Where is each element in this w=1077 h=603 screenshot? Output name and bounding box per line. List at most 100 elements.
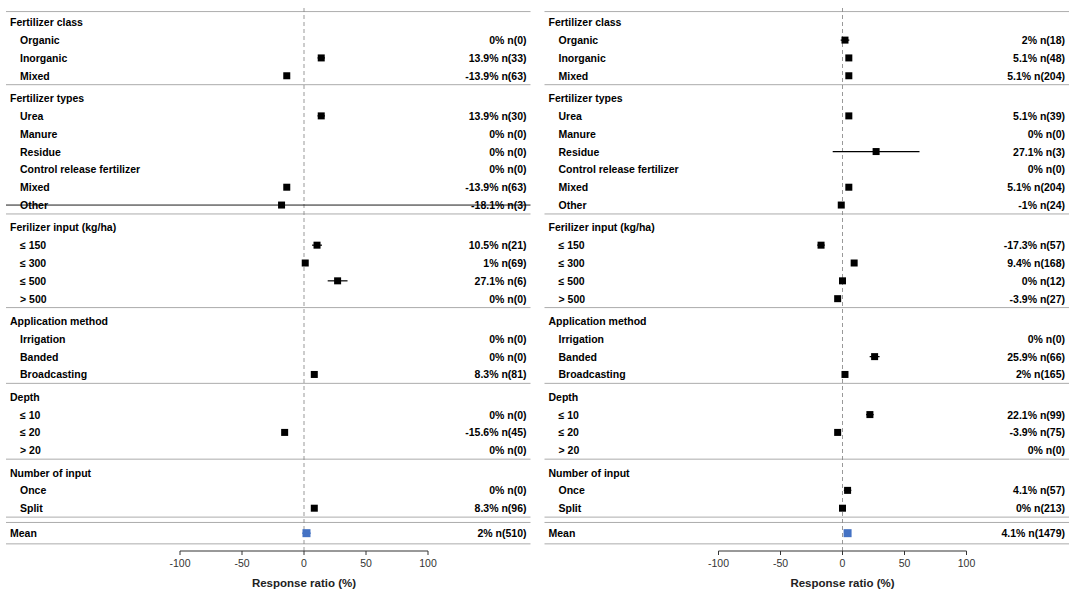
group-header: Ferilizer input (kg/ha) <box>10 221 116 233</box>
row-label: Banded <box>20 351 59 363</box>
row-label: Irrigation <box>559 333 605 345</box>
value-label: 0% n(0) <box>1028 444 1065 456</box>
separator <box>6 383 531 384</box>
x-tick-label: 50 <box>360 557 372 569</box>
row-label: Residue <box>559 146 600 158</box>
value-label: -13.9% n(63) <box>465 181 526 193</box>
separator <box>545 213 1070 214</box>
row-label: ≤ 150 <box>559 239 585 251</box>
mean-label: Mean <box>10 527 37 539</box>
separator <box>6 84 531 85</box>
value-label: 0% n(12) <box>1022 275 1065 287</box>
value-label: 0% n(0) <box>489 351 526 363</box>
group-header: Number of input <box>549 467 631 479</box>
chart: -100 -50 0 50 100 Response ratio (%) Fertilize… <box>0 0 1077 603</box>
row-label: Mixed <box>559 70 589 82</box>
row-label: ≤ 20 <box>20 426 41 438</box>
row-label: Residue <box>20 146 61 158</box>
value-label: 0% n(0) <box>489 34 526 46</box>
mean-border <box>6 543 531 544</box>
separator <box>6 213 531 214</box>
point <box>283 184 290 191</box>
group-header: Application method <box>549 315 647 327</box>
value-label: 8.3% n(81) <box>475 368 527 380</box>
point <box>302 260 309 267</box>
point <box>844 487 851 494</box>
x-tick <box>242 551 243 555</box>
x-axis-label: Response ratio (%) <box>790 577 894 589</box>
strikethrough <box>6 205 531 206</box>
x-tick-label: -100 <box>169 557 190 569</box>
row-label: Urea <box>559 110 583 122</box>
x-tick-label: 100 <box>958 557 976 569</box>
value-label: 27.1% n(3) <box>1013 146 1065 158</box>
value-label: 25.9% n(66) <box>1007 351 1065 363</box>
row-label: ≤ 500 <box>559 275 585 287</box>
row-label: Mixed <box>559 181 589 193</box>
point <box>834 295 841 302</box>
zero-line <box>304 8 305 551</box>
group-header: Fertilizer types <box>549 92 623 104</box>
row-label: > 500 <box>559 293 586 305</box>
x-tick-label: -50 <box>234 557 249 569</box>
x-tick-label: 0 <box>840 557 846 569</box>
group-header: Number of input <box>10 467 92 479</box>
value-label: -17.3% n(57) <box>1004 239 1065 251</box>
separator <box>545 84 1070 85</box>
row-label: Broadcasting <box>20 368 87 380</box>
x-axis-label: Response ratio (%) <box>252 577 356 589</box>
value-label: 9.4% n(168) <box>1007 257 1065 269</box>
value-label: 0% n(0) <box>489 163 526 175</box>
row-label: Control release fertilizer <box>20 163 140 175</box>
top-border <box>545 11 1070 12</box>
row-label: ≤ 150 <box>20 239 46 251</box>
row-label: > 20 <box>559 444 580 456</box>
value-label: 4.1% n(1479) <box>1001 527 1065 539</box>
point <box>834 429 841 436</box>
point <box>838 202 845 209</box>
row-label: Broadcasting <box>559 368 626 380</box>
value-label: 2% n(18) <box>1022 34 1065 46</box>
point <box>851 260 858 267</box>
separator <box>6 459 531 460</box>
row-label: ≤ 10 <box>559 409 580 421</box>
x-tick-label: 0 <box>301 557 307 569</box>
value-label: 0% n(0) <box>1028 163 1065 175</box>
value-label: 2% n(165) <box>1016 368 1065 380</box>
x-tick <box>366 551 367 555</box>
point <box>314 242 321 249</box>
separator <box>545 517 1070 518</box>
point <box>302 529 310 537</box>
separator <box>545 383 1070 384</box>
row-label: Inorganic <box>559 52 606 64</box>
group-header: Application method <box>10 315 108 327</box>
point <box>318 54 325 61</box>
row-label: ≤ 300 <box>559 257 585 269</box>
value-label: 0% n(0) <box>1028 128 1065 140</box>
group-header: Ferilizer input (kg/ha) <box>549 221 655 233</box>
row-label: ≤ 10 <box>20 409 41 421</box>
x-tick-label: 50 <box>899 557 911 569</box>
x-tick <box>718 551 719 555</box>
group-header: Depth <box>10 391 40 403</box>
row-label: ≤ 300 <box>20 257 46 269</box>
value-label: 4.1% n(57) <box>1013 484 1065 496</box>
row-label: Organic <box>559 34 599 46</box>
point <box>845 54 852 61</box>
value-label: 5.1% n(204) <box>1007 181 1065 193</box>
value-label: 5.1% n(39) <box>1013 110 1065 122</box>
row-label: ≤ 20 <box>559 426 580 438</box>
row-label: Inorganic <box>20 52 67 64</box>
value-label: 0% n(213) <box>1016 502 1065 514</box>
point <box>283 72 290 79</box>
value-label: 8.3% n(96) <box>475 502 527 514</box>
point <box>844 529 852 537</box>
separator <box>545 459 1070 460</box>
row-label: Manure <box>20 128 58 140</box>
point <box>841 37 848 44</box>
point <box>866 411 873 418</box>
value-label: 13.9% n(30) <box>469 110 527 122</box>
point <box>281 429 288 436</box>
row-label: Banded <box>559 351 598 363</box>
value-label: 0% n(0) <box>489 128 526 140</box>
